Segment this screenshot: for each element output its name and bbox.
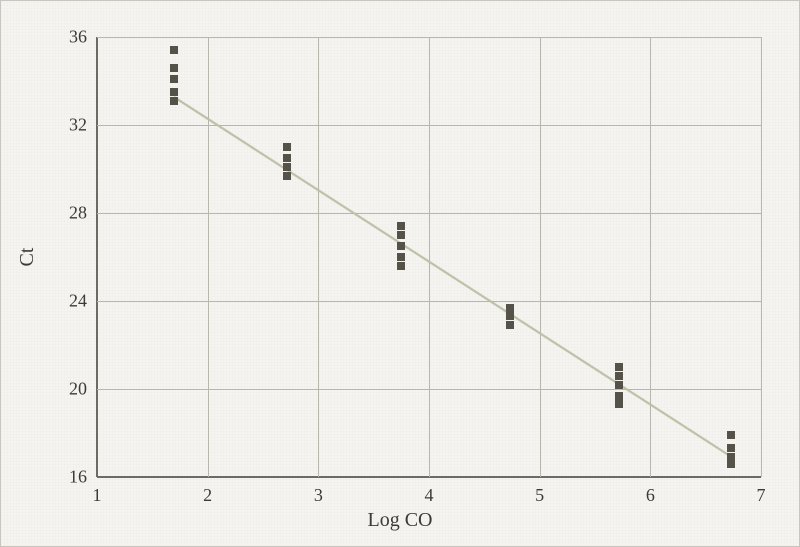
data-point — [615, 392, 623, 400]
plot-area — [97, 37, 761, 477]
x-tick-label: 4 — [425, 485, 434, 506]
data-point — [506, 321, 514, 329]
data-point — [170, 97, 178, 105]
data-point — [283, 163, 291, 171]
x-axis-title: Log CO — [368, 509, 433, 532]
y-tick-label: 16 — [69, 467, 87, 488]
y-tick-label: 32 — [69, 115, 87, 136]
data-point — [170, 88, 178, 96]
data-point — [283, 172, 291, 180]
y-gridline — [97, 125, 761, 126]
y-axis-line — [96, 37, 98, 477]
x-tick-label: 5 — [535, 485, 544, 506]
data-point — [727, 460, 735, 468]
data-point — [283, 154, 291, 162]
data-point — [615, 372, 623, 380]
x-tick-label: 2 — [203, 485, 212, 506]
data-point — [397, 222, 405, 230]
y-tick-label: 24 — [69, 291, 87, 312]
x-gridline — [540, 37, 541, 477]
x-gridline — [429, 37, 430, 477]
y-axis-title: Ct — [16, 248, 39, 267]
x-tick-label: 1 — [93, 485, 102, 506]
data-point — [506, 304, 514, 312]
x-gridline — [650, 37, 651, 477]
data-point — [727, 431, 735, 439]
x-gridline — [208, 37, 209, 477]
data-point — [727, 444, 735, 452]
x-tick-label: 7 — [757, 485, 766, 506]
data-point — [615, 381, 623, 389]
data-point — [615, 400, 623, 408]
x-tick-label: 3 — [314, 485, 323, 506]
data-point — [397, 242, 405, 250]
data-point — [397, 262, 405, 270]
y-gridline — [97, 389, 761, 390]
y-tick-label: 20 — [69, 379, 87, 400]
x-gridline — [318, 37, 319, 477]
ct-vs-logco-chart: Log CO Ct 1 2 3 4 5 6 7 16 20 24 28 32 36 — [0, 0, 800, 547]
data-point — [397, 231, 405, 239]
y-gridline — [97, 37, 761, 38]
x-gridline — [761, 37, 762, 477]
data-point — [506, 312, 514, 320]
data-point — [397, 253, 405, 261]
data-point — [170, 46, 178, 54]
x-tick-label: 6 — [646, 485, 655, 506]
data-point — [170, 75, 178, 83]
y-tick-label: 36 — [69, 27, 87, 48]
data-point — [170, 64, 178, 72]
y-gridline — [97, 213, 761, 214]
data-point — [615, 363, 623, 371]
y-tick-label: 28 — [69, 203, 87, 224]
data-point — [283, 143, 291, 151]
y-gridline — [97, 301, 761, 302]
